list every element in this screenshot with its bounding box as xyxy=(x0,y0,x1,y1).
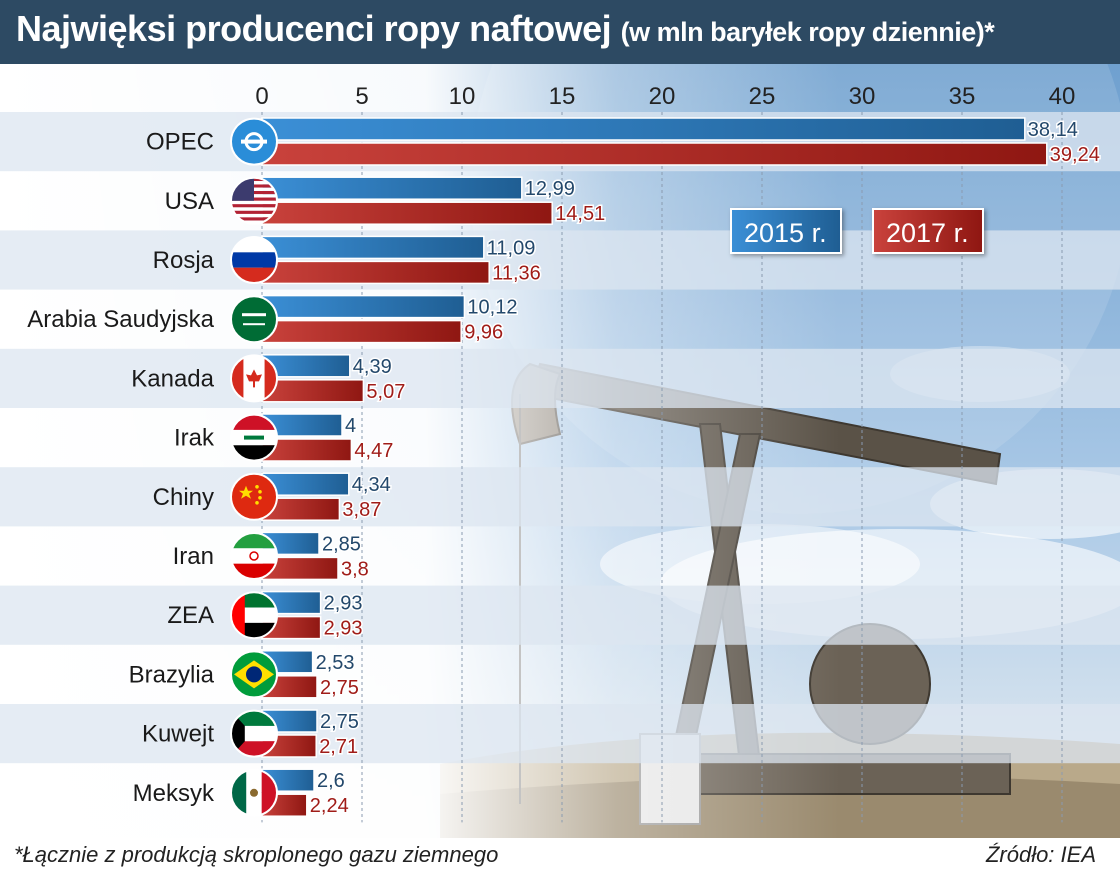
brazil-flag-icon xyxy=(230,650,278,699)
category-label: Rosja xyxy=(153,247,215,274)
data-label-2017: 3,87 xyxy=(342,499,381,521)
bar-2015 xyxy=(261,176,523,200)
data-label-2015: 4 xyxy=(345,415,356,437)
opec-logo-icon xyxy=(230,117,278,166)
legend-item-2015: 2015 r. xyxy=(730,208,842,254)
bars: 38,14 39,24 12,99 14,51 11,09 11,36 10,12 9,96 4… xyxy=(261,117,1101,819)
bar-2015 xyxy=(261,294,466,319)
kuwait-flag-icon xyxy=(230,709,278,758)
x-tick-label: 20 xyxy=(649,83,676,110)
category-label: Arabia Saudyjska xyxy=(27,306,214,333)
chart-title: Najwięksi producenci ropy naftowej (w ml… xyxy=(16,8,995,50)
china-flag-icon xyxy=(230,472,278,521)
data-label-2015: 11,09 xyxy=(487,237,536,259)
uae-flag-icon xyxy=(230,591,278,640)
data-label-2017: 11,36 xyxy=(492,262,541,284)
data-label-2017: 5,07 xyxy=(366,381,405,403)
data-label-2017: 2,75 xyxy=(320,677,359,699)
x-tick-label: 10 xyxy=(449,83,476,110)
category-label: Kanada xyxy=(131,365,214,392)
data-label-2015: 12,99 xyxy=(525,178,575,200)
row-stripe xyxy=(0,467,1120,527)
category-label: OPEC xyxy=(146,129,214,156)
bar-2017 xyxy=(261,201,553,225)
footnote: *Łącznie z produkcją skroplonego gazu zi… xyxy=(14,842,499,867)
x-tick-label: 40 xyxy=(1049,83,1076,110)
data-label-2015: 2,85 xyxy=(322,533,361,555)
x-axis-ticks: 0 5 10 15 20 25 30 35 40 xyxy=(255,83,1075,110)
data-label-2015: 10,12 xyxy=(467,297,517,319)
data-label-2017: 14,51 xyxy=(555,203,605,225)
x-tick-label: 0 xyxy=(255,83,268,110)
data-label-2015: 38,14 xyxy=(1028,119,1078,141)
data-label-2015: 2,93 xyxy=(324,593,363,615)
x-tick-label: 35 xyxy=(949,83,976,110)
category-label: Brazylia xyxy=(129,661,215,688)
bar-2015 xyxy=(261,235,485,260)
category-label: Irak xyxy=(174,425,215,452)
saudi-flag-icon xyxy=(230,295,278,344)
data-label-2015: 2,75 xyxy=(320,711,359,733)
bar-2017 xyxy=(261,260,490,285)
category-label: ZEA xyxy=(167,602,214,629)
bar-2017 xyxy=(261,142,1048,166)
data-label-2015: 4,34 xyxy=(352,474,391,496)
data-label-2017: 4,47 xyxy=(354,440,393,462)
x-tick-label: 30 xyxy=(849,83,876,110)
category-labels: OPEC USA Rosja Arabia Saudyjska Kanada Irak Ch… xyxy=(27,129,215,807)
x-tick-label: 5 xyxy=(355,83,368,110)
x-tick-label: 25 xyxy=(749,83,776,110)
data-label-2015: 2,6 xyxy=(317,770,345,792)
row-stripe xyxy=(0,585,1120,645)
gridlines xyxy=(261,112,1063,823)
us-flag-icon xyxy=(230,176,278,225)
category-label: Iran xyxy=(173,543,214,570)
legend-item-2017: 2017 r. xyxy=(872,208,984,254)
russia-flag-icon xyxy=(230,236,278,284)
bar-2015 xyxy=(261,117,1026,141)
x-tick-label: 15 xyxy=(549,83,576,110)
data-label-2015: 4,39 xyxy=(353,356,392,378)
country-icons xyxy=(230,117,278,817)
title-bar: Najwięksi producenci ropy naftowej (w ml… xyxy=(0,0,1120,64)
data-label-2015: 2,53 xyxy=(316,652,355,674)
data-label-2017: 2,93 xyxy=(324,618,363,640)
iran-flag-icon xyxy=(230,532,278,580)
data-label-2017: 39,24 xyxy=(1050,144,1100,166)
row-stripe xyxy=(0,704,1120,764)
chart-title-subtitle: (w mln baryłek ropy dziennie)* xyxy=(620,17,995,47)
category-label: USA xyxy=(165,188,214,215)
source-note: Źródło: IEA xyxy=(985,842,1096,867)
data-label-2017: 2,71 xyxy=(319,736,358,758)
category-label: Chiny xyxy=(153,484,214,511)
category-label: Kuwejt xyxy=(142,721,214,748)
data-label-2017: 9,96 xyxy=(464,322,503,344)
bar-chart: 0 5 10 15 20 25 30 35 40 38,14 39,24 12,99 14,51 11,… xyxy=(0,83,1120,823)
row-stripe xyxy=(0,348,1120,408)
bar-2017 xyxy=(261,319,462,344)
iraq-flag-icon xyxy=(230,413,278,462)
data-label-2017: 2,24 xyxy=(310,795,349,817)
chart-title-main: Najwięksi producenci ropy naftowej xyxy=(16,8,612,49)
category-label: Meksyk xyxy=(133,780,215,807)
canada-flag-icon xyxy=(230,354,278,403)
mexico-flag-icon xyxy=(230,768,278,817)
data-label-2017: 3,8 xyxy=(341,558,369,580)
